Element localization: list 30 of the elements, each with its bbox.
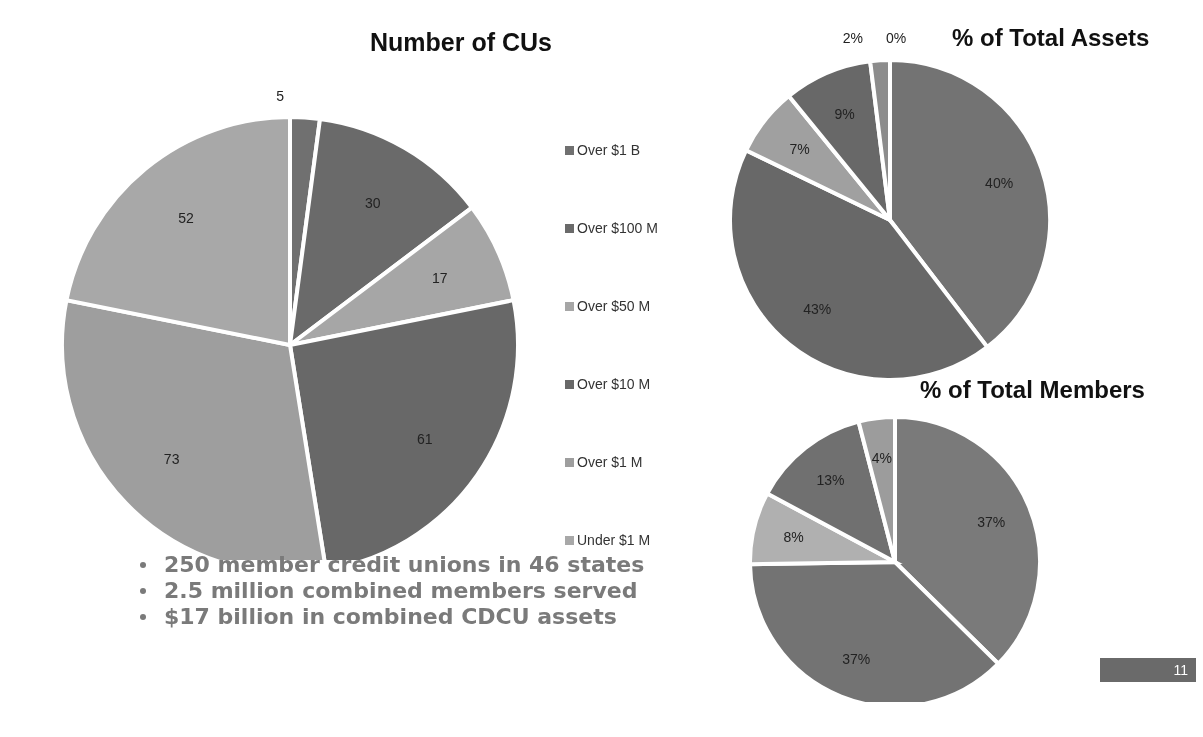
data-label: 2% bbox=[842, 30, 864, 47]
data-label: 52 bbox=[178, 210, 194, 227]
data-label: 40% bbox=[985, 175, 1014, 192]
data-label: 43% bbox=[803, 301, 832, 318]
data-label: 73 bbox=[163, 450, 180, 467]
data-label: 61 bbox=[417, 430, 433, 447]
legend-label: Over $50 M bbox=[577, 298, 651, 314]
data-label: 30 bbox=[364, 195, 381, 212]
data-label: 4% bbox=[871, 450, 892, 467]
data-label: 37% bbox=[977, 513, 1006, 530]
legend-label: Over $100 M bbox=[577, 220, 658, 236]
text: 250 member credit unions in 46 states bbox=[164, 552, 645, 578]
data-label: 8% bbox=[783, 529, 804, 546]
legend-label: Under $1 M bbox=[577, 532, 651, 548]
data-label: 37% bbox=[842, 650, 871, 667]
data-label: 13% bbox=[816, 471, 845, 488]
text: 11 bbox=[1100, 658, 1196, 682]
data-label: 7% bbox=[789, 140, 810, 157]
text: 2.5 million combined members served bbox=[164, 578, 638, 604]
chart-title: % of Total Assets bbox=[952, 24, 1151, 52]
data-label: 5 bbox=[276, 87, 285, 104]
legend-label: Over $1 B bbox=[577, 142, 641, 158]
legend-label: Over $10 M bbox=[577, 376, 651, 392]
data-label: 17 bbox=[431, 269, 448, 286]
data-label: 9% bbox=[834, 106, 855, 123]
chart-title: Number of CUs bbox=[370, 28, 553, 57]
chart-title: % of Total Members bbox=[920, 376, 1146, 404]
text: 0% bbox=[885, 30, 907, 46]
text: $17 billion in combined CDCU assets bbox=[164, 604, 617, 630]
legend-label: Over $1 M bbox=[577, 454, 643, 470]
